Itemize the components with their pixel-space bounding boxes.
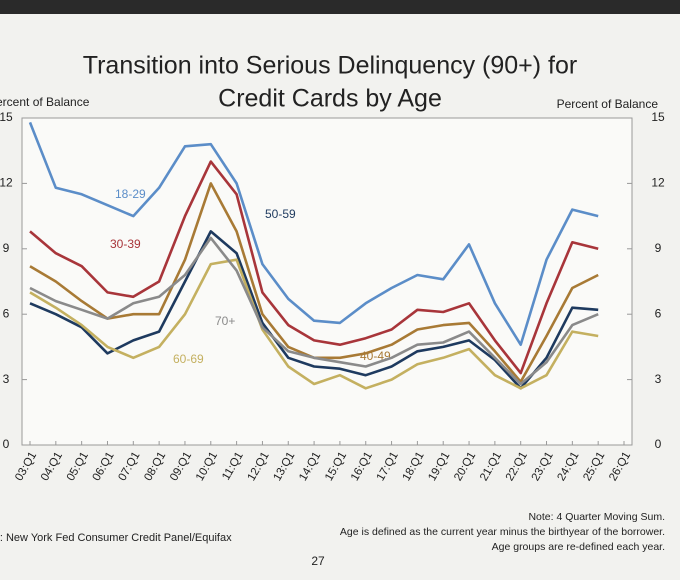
note: Note: 4 Quarter Moving Sum. bbox=[528, 511, 665, 523]
y2-tick-label: 0 bbox=[655, 437, 662, 451]
series-label: 40-49 bbox=[360, 349, 391, 363]
y2-tick-label: 3 bbox=[655, 372, 662, 386]
note: Age is defined as the current year minus… bbox=[340, 526, 665, 538]
series-label: 30-39 bbox=[110, 237, 141, 251]
y-tick-label: 9 bbox=[3, 241, 10, 255]
series-label: 60-69 bbox=[173, 352, 204, 366]
y-tick-label: 3 bbox=[3, 372, 10, 386]
y-tick-label: 12 bbox=[0, 176, 13, 190]
series-line bbox=[28, 121, 599, 346]
y-axis-label: Percent of Balance bbox=[0, 95, 90, 109]
series-line bbox=[29, 258, 599, 390]
note: Age groups are re-defined each year. bbox=[492, 541, 665, 553]
y2-tick-label: 15 bbox=[651, 110, 665, 124]
y2-tick-label: 9 bbox=[655, 241, 662, 255]
series-line bbox=[29, 230, 599, 390]
page-number: 27 bbox=[311, 554, 325, 568]
series-line bbox=[29, 160, 599, 375]
y2-axis-label: Percent of Balance bbox=[557, 97, 659, 111]
series-label: 70+ bbox=[215, 314, 235, 328]
series-label: 18-29 bbox=[115, 187, 146, 201]
y-tick-label: 6 bbox=[3, 306, 10, 320]
source: Source: New York Fed Consumer Credit Pan… bbox=[0, 532, 232, 544]
plot-area bbox=[21, 117, 633, 446]
y-tick-label: 0 bbox=[3, 437, 10, 451]
y2-tick-label: 6 bbox=[655, 306, 662, 320]
chart-title: Transition into Serious Delinquency (90+… bbox=[83, 52, 577, 80]
series-label: 50-59 bbox=[265, 207, 296, 221]
y-tick-label: 15 bbox=[0, 110, 13, 124]
chart-title: Credit Cards by Age bbox=[218, 85, 442, 113]
series-line bbox=[29, 236, 599, 386]
y2-tick-label: 12 bbox=[651, 176, 665, 190]
